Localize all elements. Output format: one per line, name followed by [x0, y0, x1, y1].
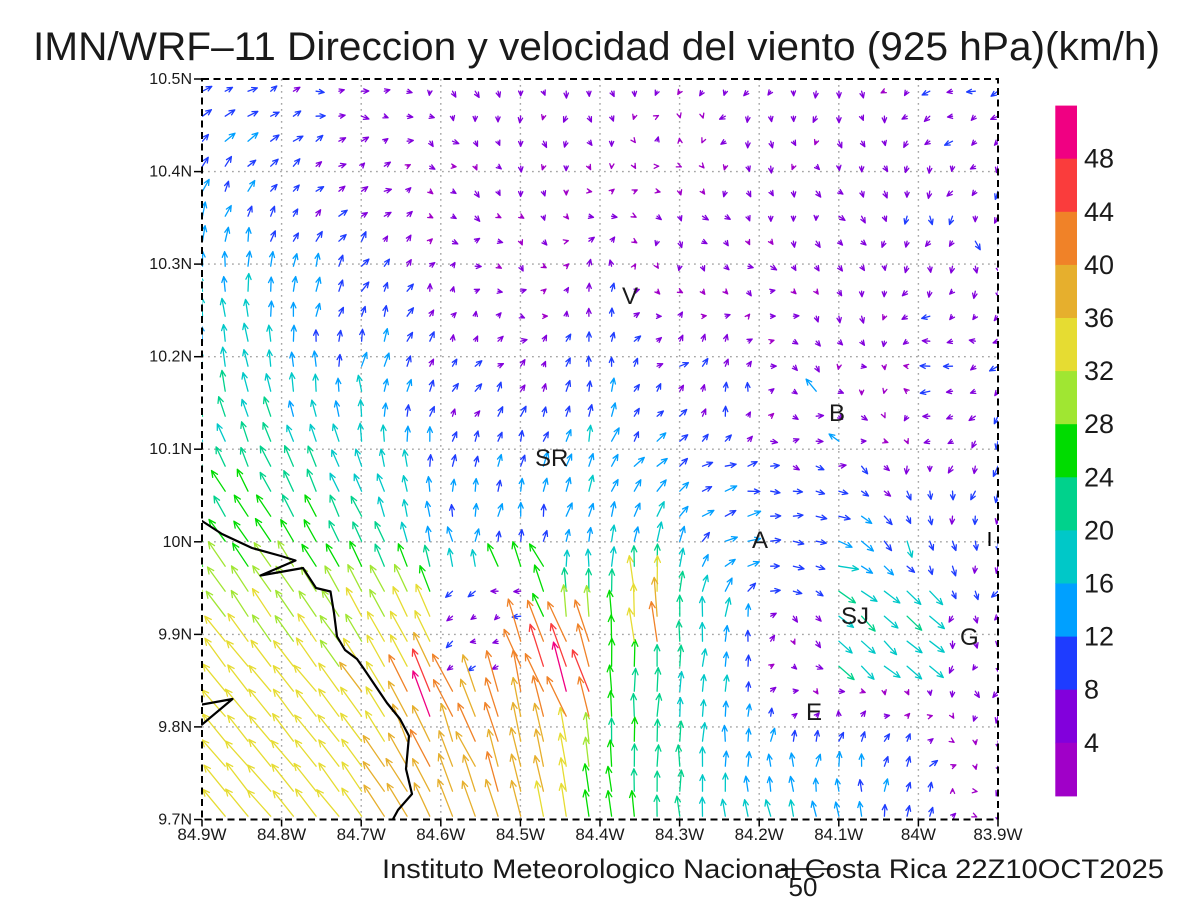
svg-text:50: 50 [789, 872, 818, 900]
svg-text:9.9N: 9.9N [158, 626, 192, 643]
svg-text:83.9W: 83.9W [973, 825, 1022, 844]
svg-text:10.5N: 10.5N [149, 71, 192, 88]
svg-text:10.2N: 10.2N [149, 349, 192, 366]
svg-text:8: 8 [1084, 675, 1099, 705]
svg-text:10N: 10N [163, 534, 192, 551]
svg-text:84.3W: 84.3W [655, 825, 704, 844]
svg-text:IMN/WRF–11 Direccion y velocid: IMN/WRF–11 Direccion y velocidad del vie… [33, 25, 1160, 69]
svg-text:84.8W: 84.8W [257, 825, 306, 844]
svg-text:28: 28 [1084, 409, 1114, 439]
svg-text:24: 24 [1084, 462, 1114, 492]
svg-text:SR: SR [535, 445, 568, 472]
svg-text:32: 32 [1084, 356, 1114, 386]
svg-text:84.4W: 84.4W [575, 825, 624, 844]
svg-text:B: B [829, 400, 845, 427]
svg-text:A: A [752, 527, 768, 554]
svg-text:40: 40 [1084, 250, 1114, 280]
svg-text:84.2W: 84.2W [735, 825, 784, 844]
svg-text:84.6W: 84.6W [416, 825, 465, 844]
svg-text:Instituto Meteorologico Nacion: Instituto Meteorologico Nacional Costa R… [382, 854, 1164, 884]
svg-text:SJ: SJ [841, 603, 869, 630]
svg-text:84.1W: 84.1W [814, 825, 863, 844]
svg-text:16: 16 [1084, 569, 1114, 599]
svg-text:4: 4 [1084, 728, 1099, 758]
svg-text:G: G [960, 624, 979, 651]
svg-text:48: 48 [1084, 144, 1114, 174]
svg-text:36: 36 [1084, 303, 1114, 333]
svg-text:20: 20 [1084, 515, 1114, 545]
svg-text:9.7N: 9.7N [158, 812, 192, 829]
svg-text:44: 44 [1084, 197, 1114, 227]
svg-text:10.1N: 10.1N [149, 441, 192, 458]
svg-text:84.5W: 84.5W [496, 825, 545, 844]
svg-text:9.8N: 9.8N [158, 719, 192, 736]
svg-text:V: V [622, 283, 638, 310]
svg-text:10.3N: 10.3N [149, 256, 192, 273]
svg-text:84.9W: 84.9W [177, 825, 226, 844]
svg-text:E: E [806, 699, 822, 726]
svg-text:12: 12 [1084, 622, 1114, 652]
svg-text:84.7W: 84.7W [337, 825, 386, 844]
svg-text:84W: 84W [901, 825, 936, 844]
svg-text:10.4N: 10.4N [149, 164, 192, 181]
